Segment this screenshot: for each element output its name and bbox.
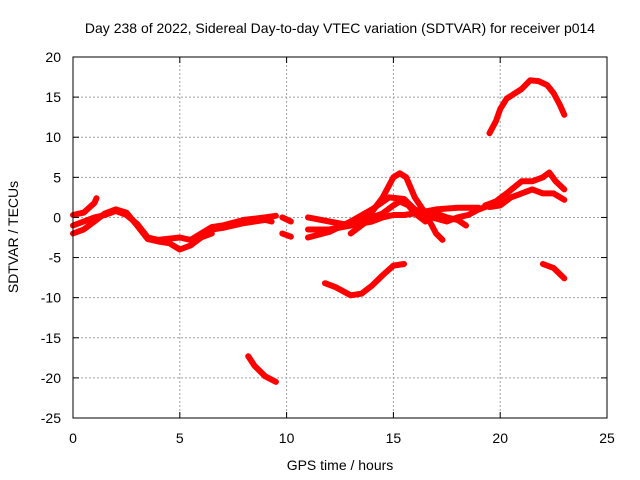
x-axis-label: GPS time / hours (287, 457, 394, 473)
grid-lines (73, 57, 607, 418)
series-trace-e (279, 214, 294, 225)
series-trace-p (245, 353, 279, 385)
x-tick-label: 10 (279, 430, 295, 446)
y-tick-label: -15 (41, 330, 61, 346)
series-trace-f (279, 230, 294, 240)
y-tick-label: -5 (49, 250, 62, 266)
y-tick-label: 0 (53, 209, 61, 225)
x-tick-label: 25 (599, 430, 615, 446)
y-tick-label: 5 (53, 169, 61, 185)
data-series (70, 77, 568, 385)
x-tick-label: 5 (176, 430, 184, 446)
series-trace-k (482, 169, 568, 209)
y-tick-labels: -25 -20 -15 -10 -5 0 5 10 15 20 (41, 49, 61, 426)
chart-title: Day 238 of 2022, Sidereal Day-to-day VTE… (85, 20, 595, 36)
x-tick-label: 0 (69, 430, 77, 446)
y-tick-label: -10 (41, 290, 61, 306)
series-trace-n (539, 261, 568, 282)
series-trace-d (208, 216, 275, 233)
y-tick-label: -25 (41, 410, 61, 426)
series-trace-l (486, 186, 568, 210)
y-tick-label: 10 (45, 129, 61, 145)
axis-ticks (72, 56, 608, 419)
series-trace-j (347, 198, 469, 237)
x-tick-labels: 0 5 10 15 20 25 (69, 430, 615, 446)
y-tick-label: 15 (45, 89, 61, 105)
x-tick-label: 15 (386, 430, 402, 446)
series-trace-a (70, 195, 100, 218)
y-axis-label: SDTVAR / TECUs (5, 181, 21, 293)
y-tick-label: -20 (41, 370, 61, 386)
series-trace-c (70, 206, 215, 253)
series-trace-m (486, 77, 568, 137)
plot-frame (72, 56, 608, 419)
x-tick-label: 20 (492, 430, 508, 446)
series-trace-o (322, 261, 408, 299)
y-tick-label: 20 (45, 49, 61, 65)
